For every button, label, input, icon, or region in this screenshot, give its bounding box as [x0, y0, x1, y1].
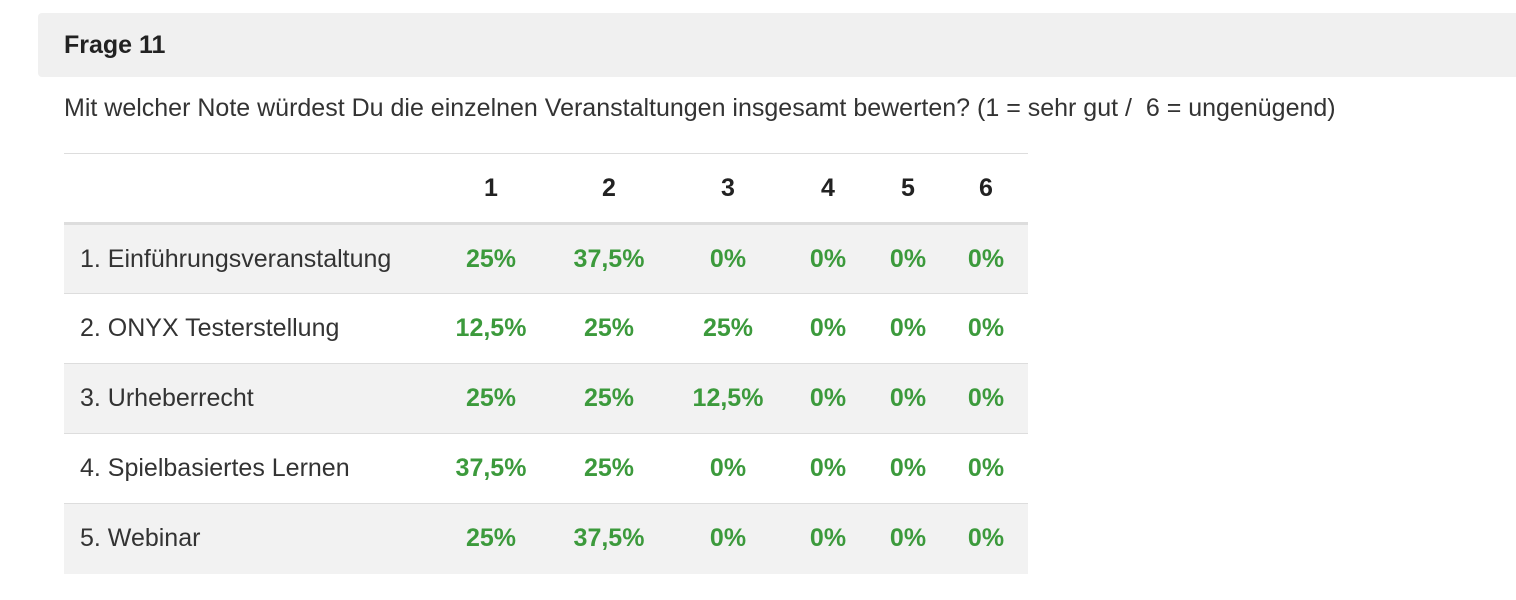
percentage-cell: 25%: [546, 363, 672, 434]
percentage-cell: 0%: [872, 433, 944, 504]
percentage-cell: 0%: [672, 223, 784, 294]
results-table: 1 2 3 4 5 6 1. Einführungsveranstaltung …: [64, 153, 1028, 574]
percentage-cell: 0%: [672, 433, 784, 504]
percentage-cell: 0%: [872, 363, 944, 434]
table-row: 2. ONYX Testerstellung 12,5% 25% 25% 0% …: [64, 293, 1028, 364]
percentage-cell: 25%: [546, 433, 672, 504]
percentage-cell: 0%: [784, 293, 872, 364]
percentage-cell: 25%: [672, 293, 784, 364]
percentage-cell: 0%: [784, 223, 872, 294]
percentage-cell: 0%: [872, 503, 944, 574]
table-header-row: 1 2 3 4 5 6: [64, 153, 1028, 225]
percentage-cell: 25%: [436, 503, 546, 574]
table-row: 5. Webinar 25% 37,5% 0% 0% 0% 0%: [64, 503, 1028, 574]
percentage-cell: 0%: [944, 223, 1028, 294]
row-label: 5. Webinar: [64, 503, 436, 574]
question-title: Frage 11: [64, 31, 166, 59]
percentage-cell: 37,5%: [546, 223, 672, 294]
percentage-cell: 0%: [672, 503, 784, 574]
column-header: 4: [784, 153, 872, 225]
percentage-cell: 0%: [944, 363, 1028, 434]
percentage-cell: 37,5%: [546, 503, 672, 574]
percentage-cell: 12,5%: [436, 293, 546, 364]
percentage-cell: 25%: [436, 223, 546, 294]
column-header: 5: [872, 153, 944, 225]
percentage-cell: 0%: [944, 433, 1028, 504]
percentage-cell: 0%: [872, 293, 944, 364]
percentage-cell: 0%: [944, 503, 1028, 574]
column-header: [64, 153, 436, 225]
percentage-cell: 0%: [872, 223, 944, 294]
percentage-cell: 25%: [546, 293, 672, 364]
percentage-cell: 37,5%: [436, 433, 546, 504]
row-label: 4. Spielbasiertes Lernen: [64, 433, 436, 504]
percentage-cell: 0%: [944, 293, 1028, 364]
column-header: 1: [436, 153, 546, 225]
row-label: 1. Einführungsveranstaltung: [64, 223, 436, 294]
question-text: Mit welcher Note würdest Du die einzelne…: [64, 94, 1336, 122]
column-header: 3: [672, 153, 784, 225]
percentage-cell: 12,5%: [672, 363, 784, 434]
row-label: 3. Urheberrecht: [64, 363, 436, 434]
percentage-cell: 0%: [784, 363, 872, 434]
table-row: 1. Einführungsveranstaltung 25% 37,5% 0%…: [64, 223, 1028, 294]
column-header: 6: [944, 153, 1028, 225]
question-header: Frage 11: [38, 13, 1516, 77]
percentage-cell: 0%: [784, 433, 872, 504]
percentage-cell: 25%: [436, 363, 546, 434]
column-header: 2: [546, 153, 672, 225]
table-row: 3. Urheberrecht 25% 25% 12,5% 0% 0% 0%: [64, 363, 1028, 434]
row-label: 2. ONYX Testerstellung: [64, 293, 436, 364]
table-row: 4. Spielbasiertes Lernen 37,5% 25% 0% 0%…: [64, 433, 1028, 504]
percentage-cell: 0%: [784, 503, 872, 574]
